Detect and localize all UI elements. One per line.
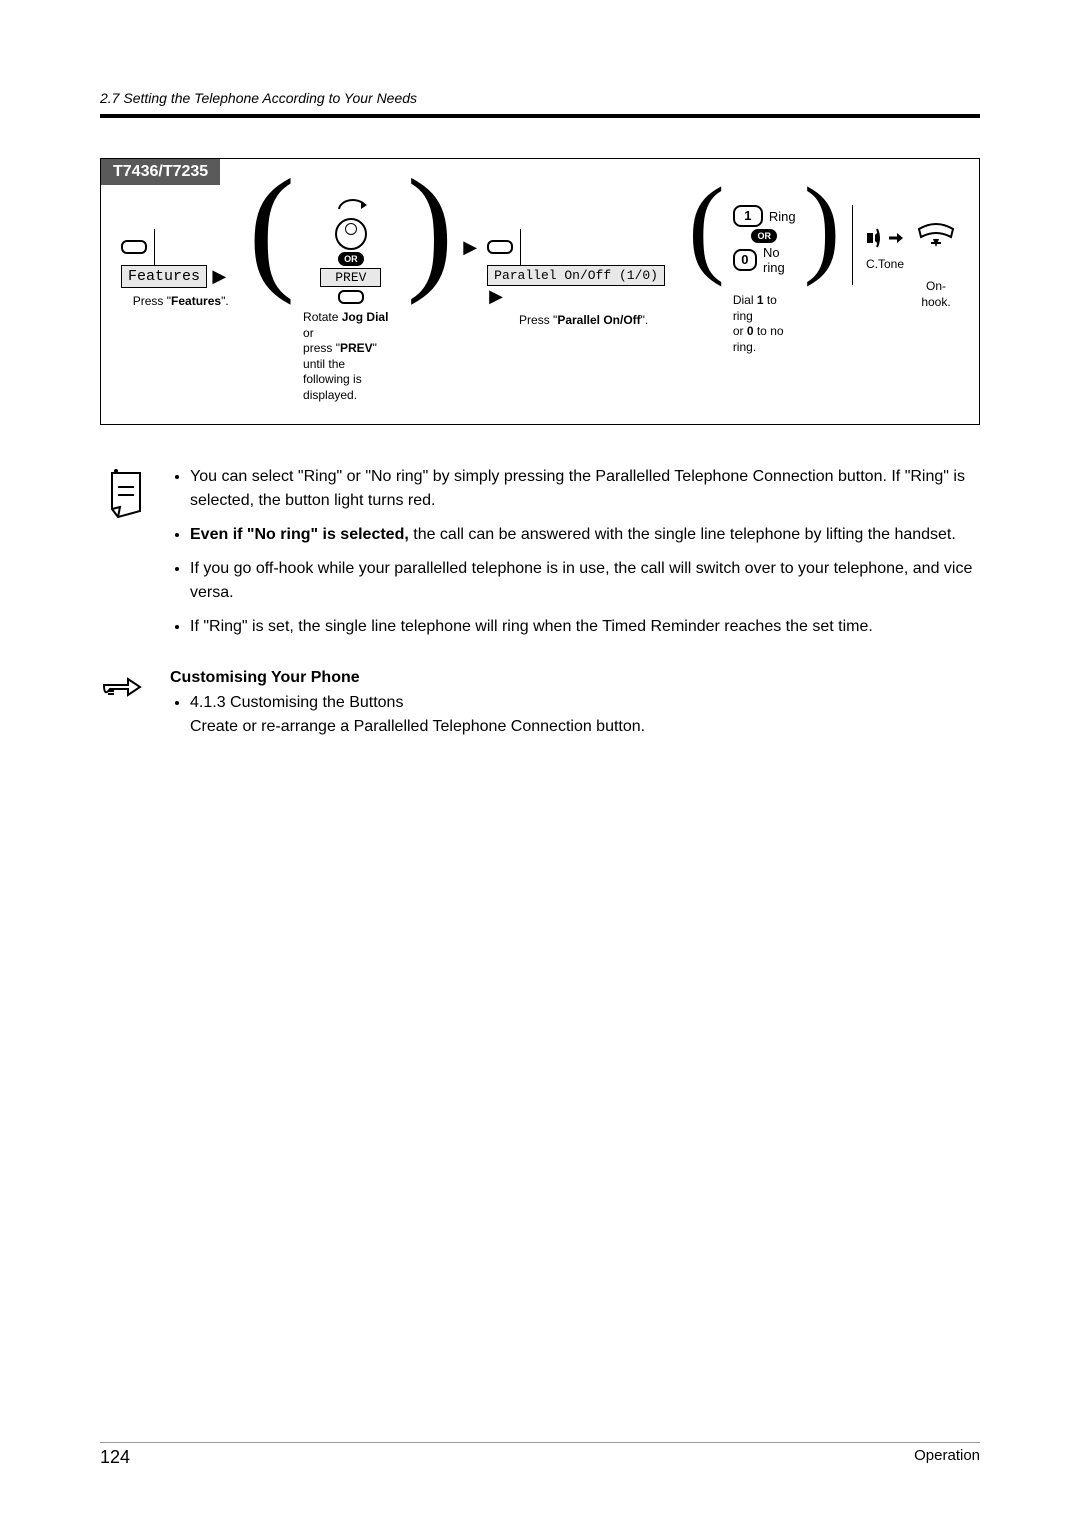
flow-row: Features ▶ Press "Features". (: [121, 195, 959, 404]
note-item: You can select "Ring" or "No ring" by si…: [190, 465, 980, 513]
lcd-features: Features: [121, 265, 207, 288]
text-bold: 1: [757, 293, 764, 307]
text: Press ": [519, 313, 557, 327]
note-item: If "Ring" is set, the single line teleph…: [190, 615, 980, 639]
step-parallel: Parallel On/Off (1/0) ▶ Press "Parallel …: [487, 229, 680, 329]
notes-list: You can select "Ring" or "No ring" by si…: [170, 465, 980, 649]
step3-row: Parallel On/Off (1/0) ▶: [487, 229, 680, 307]
model-label: T7436/T7235: [101, 159, 220, 185]
divider: [852, 205, 853, 285]
text: ".: [221, 294, 229, 308]
reference-link: 4.1.3 Customising the Buttons: [190, 694, 403, 711]
step3-caption: Press "Parallel On/Off".: [519, 313, 648, 329]
note-item: Even if "No ring" is selected, the call …: [190, 523, 980, 547]
text: Dial: [733, 293, 757, 307]
customising-content: Customising Your Phone 4.1.3 Customising…: [170, 669, 645, 739]
or-label: OR: [338, 252, 364, 266]
brace-right-icon: ): [407, 187, 454, 271]
key-1: 1: [733, 205, 763, 227]
notes-block: You can select "Ring" or "No ring" by si…: [100, 465, 980, 649]
step-onhook: On-hook.: [913, 221, 959, 310]
step-jog-prev: OR PREV Rotate Jog Dial or press "PREV" …: [303, 195, 399, 404]
confirmation-tone-icon: [865, 225, 905, 251]
or-label: OR: [751, 229, 777, 243]
pointing-hand-icon: [100, 669, 150, 710]
brace-left-icon: (: [248, 187, 295, 271]
text: Press ": [133, 294, 171, 308]
step1-caption: Press "Features".: [133, 294, 229, 310]
key-0: 0: [733, 249, 757, 271]
arrow-icon: ▶: [463, 237, 477, 258]
text-bold: 0: [747, 324, 754, 338]
dial-row-0: 0 No ring: [733, 245, 796, 275]
onhook-caption: On-hook.: [913, 279, 959, 310]
key-1-label: Ring: [769, 209, 796, 224]
prev-button-label: PREV: [320, 268, 381, 287]
page-footer: 124 Operation: [100, 1442, 980, 1468]
procedure-diagram: T7436/T7235 Features ▶ Press "Features".: [100, 158, 980, 425]
text: or: [733, 324, 747, 338]
header-rule: [100, 114, 980, 118]
arrow-icon: ▶: [212, 266, 226, 287]
softkey-icon: [121, 240, 147, 254]
text-bold: PREV: [340, 341, 373, 355]
handset-down-icon: [913, 221, 959, 255]
customising-block: Customising Your Phone 4.1.3 Customising…: [100, 669, 980, 739]
brace-left-icon: (: [688, 193, 725, 259]
customising-heading: Customising Your Phone: [170, 669, 645, 687]
note-item: If you go off-hook while your parallelle…: [190, 557, 980, 605]
softkey-icon: [487, 240, 513, 254]
notepad-icon: [100, 465, 150, 530]
jog-group: OR PREV: [320, 195, 381, 304]
page-number: 124: [100, 1447, 130, 1468]
section-header: 2.7 Setting the Telephone According to Y…: [100, 90, 980, 106]
ctone-label: C.Tone: [866, 257, 904, 273]
key-0-label: No ring: [763, 245, 796, 275]
text: following is displayed.: [303, 372, 362, 402]
divider: [520, 229, 521, 265]
text-bold: Jog Dial: [342, 310, 389, 324]
lcd-parallel: Parallel On/Off (1/0): [487, 265, 665, 286]
text: ".: [641, 313, 649, 327]
step-dial: 1 Ring OR 0 No ring Dial 1 to ring or 0 …: [733, 205, 796, 355]
text: Rotate: [303, 310, 342, 324]
dial-row-1: 1 Ring: [733, 205, 796, 227]
text-bold: Features: [171, 294, 221, 308]
text: press ": [303, 341, 340, 355]
diagram-content: Features ▶ Press "Features". (: [101, 185, 979, 424]
text: the call can be answered with the single…: [409, 526, 956, 543]
step-features: Features ▶ Press "Features".: [121, 229, 240, 310]
brace-right-icon: ): [804, 193, 841, 259]
jog-arrow-icon: [331, 195, 371, 215]
text: or: [303, 326, 314, 340]
customising-item: 4.1.3 Customising the Buttons Create or …: [190, 691, 645, 739]
step4-caption: Dial 1 to ring or 0 to no ring.: [733, 293, 796, 355]
step1-row: Features ▶: [121, 229, 240, 288]
step2-caption: Rotate Jog Dial or press "PREV" until th…: [303, 310, 399, 404]
divider: [154, 229, 155, 265]
footer-label: Operation: [914, 1447, 980, 1468]
text-bold: Even if "No ring" is selected,: [190, 526, 409, 543]
reference-text: Create or re-arrange a Parallelled Telep…: [190, 718, 645, 735]
arrow-icon: ▶: [489, 286, 503, 307]
softkey-icon: [338, 290, 364, 304]
jog-dial-icon: [335, 218, 367, 250]
text-bold: Parallel On/Off: [557, 313, 640, 327]
page: 2.7 Setting the Telephone According to Y…: [0, 0, 1080, 1528]
step-ctone: C.Tone: [865, 225, 905, 273]
